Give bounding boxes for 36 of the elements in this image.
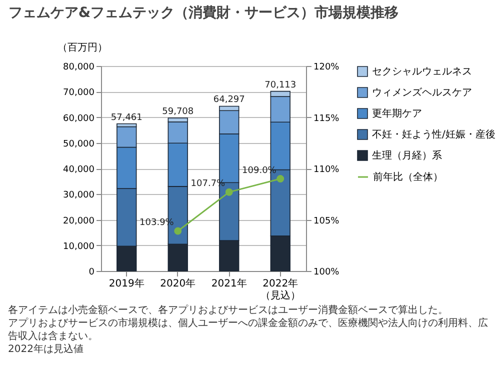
y-tick-label: 40,000 <box>63 165 95 175</box>
total-label: 64,297 <box>213 95 245 106</box>
y2-tick-label: 105% <box>314 216 340 226</box>
y2-tick-label: 120% <box>314 62 340 72</box>
legend-label: セクシャルウェルネス <box>372 66 472 78</box>
x-tick-label: 2020年 <box>160 278 196 290</box>
x-tick-label: 2019年 <box>108 278 144 290</box>
text: アプリおよびサービスの市場規模は、個人ユーザーへの課金金額のみで、医療機関や法人向けの利用料、広告収入は含まない。 <box>8 317 489 343</box>
y-tick-label: 30,000 <box>63 190 95 201</box>
total-label: 59,708 <box>162 107 194 117</box>
y-axis-title: （百万円） <box>58 42 108 54</box>
point <box>174 227 182 235</box>
y-tick-label: 0 <box>88 268 95 278</box>
y2-tick-label: 100% <box>314 268 340 278</box>
legend-label: 更年期ケア <box>372 108 422 120</box>
legend-label: ウィメンズヘルスケア <box>372 86 472 98</box>
y-tick-label: 50,000 <box>63 139 95 150</box>
y-tick-label: 20,000 <box>63 216 95 226</box>
point <box>276 175 284 182</box>
total-label: 70,113 <box>264 80 296 90</box>
y-tick-label: 70,000 <box>63 88 95 98</box>
total-label: 57,461 <box>110 112 142 123</box>
legend-label: 前年比（全体） <box>373 171 443 183</box>
y2-tick-label: 115% <box>314 114 340 124</box>
y2-tick-label: 110% <box>314 165 340 175</box>
text: 2022年は見込値 <box>8 343 84 356</box>
legend-label: 生理（月経）系 <box>372 150 442 162</box>
y-tick-label: 10,000 <box>63 242 95 252</box>
point <box>225 188 233 196</box>
x-tick-label: 2022年（見込） <box>260 278 300 302</box>
text: 各アイテムは小売金額ベースで、各アプリおよびサービスはユーザー消費金額ベースで算出した。 <box>8 304 449 317</box>
y-tick-label: 80,000 <box>63 62 95 72</box>
legend-label: 不妊・妊よう性/妊娠・産後 <box>372 128 496 140</box>
x-tick-label: 2021年 <box>211 278 247 290</box>
chart-title: フェムケア&フェムテック（消費財・サービス）市場規模推移 <box>8 4 399 21</box>
y-tick-label: 60,000 <box>63 114 95 124</box>
